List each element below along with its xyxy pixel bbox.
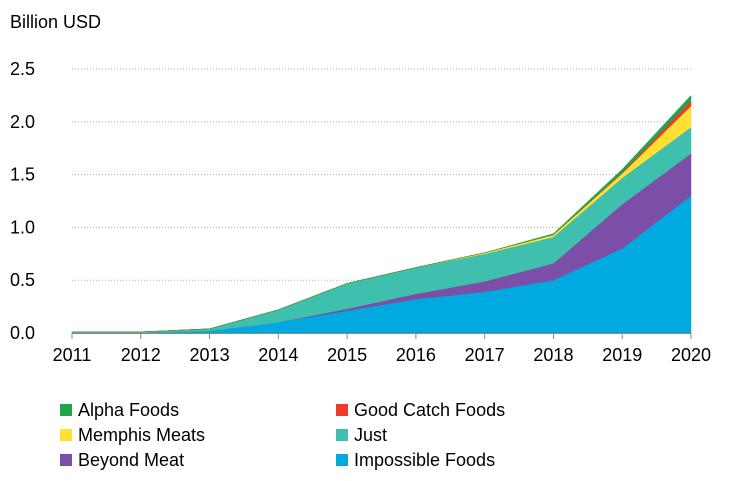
x-tick-label: 2018 (533, 345, 573, 365)
y-tick-label: 1.5 (10, 165, 35, 185)
y-tick-label: 2.5 (10, 59, 35, 79)
x-tick-label: 2016 (396, 345, 436, 365)
y-axis-ticks: 0.0 0.5 1.0 1.5 2.0 2.5 (10, 59, 35, 343)
y-tick-label: 1.0 (10, 217, 35, 237)
x-tick-label: 2019 (602, 345, 642, 365)
legend-item-beyond-meat: Beyond Meat (60, 448, 336, 472)
legend-item-memphis-meats: Memphis Meats (60, 423, 336, 447)
legend-swatch (336, 404, 348, 416)
legend-label: Good Catch Foods (354, 400, 506, 420)
y-tick-label: 2.0 (10, 112, 35, 132)
legend-label: Memphis Meats (78, 425, 206, 445)
area-alpha-foods (72, 94, 692, 333)
x-tick-label: 2017 (465, 345, 505, 365)
legend-item-alpha-foods: Alpha Foods (60, 398, 336, 422)
legend-swatch (336, 454, 348, 466)
legend-swatch (60, 429, 72, 441)
legend-swatch (60, 404, 72, 416)
legend-swatch (336, 429, 348, 441)
x-axis-ticks: 2011 2012 2013 2014 2015 2016 2017 2018 2019 2020 (53, 333, 711, 365)
x-tick-label: 2012 (121, 345, 161, 365)
legend: Alpha Foods Good Catch Foods Memphis Meats… (60, 398, 680, 472)
legend-label: Just (354, 425, 388, 445)
x-tick-label: 2013 (190, 345, 230, 365)
legend-item-impossible-foods: Impossible Foods (336, 448, 656, 472)
x-tick-label: 2020 (671, 345, 711, 365)
x-tick-label: 2015 (327, 345, 367, 365)
x-tick-label: 2014 (258, 345, 298, 365)
legend-swatch (60, 454, 72, 466)
legend-label: Alpha Foods (78, 400, 180, 420)
area-series (71, 94, 692, 334)
x-tick-label: 2011 (53, 345, 92, 365)
legend-item-good-catch-foods: Good Catch Foods (336, 398, 656, 422)
y-tick-label: 0.5 (10, 270, 35, 290)
legend-item-just: Just (336, 423, 656, 447)
y-tick-label: 0.0 (10, 323, 35, 343)
legend-label: Beyond Meat (78, 450, 185, 470)
legend-label: Impossible Foods (354, 450, 496, 470)
y-axis-unit-label: Billion USD (10, 12, 101, 32)
